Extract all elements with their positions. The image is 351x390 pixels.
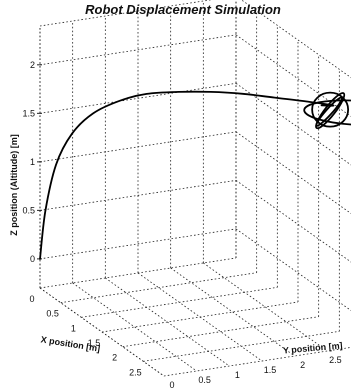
grid-line-wall-xz-h — [235, 34, 351, 117]
grid-line-floor-y — [170, 267, 295, 357]
x-tick-label: 1.5 — [88, 338, 101, 348]
y-tick-label: 1 — [235, 370, 240, 380]
grid-line-floor-x — [60, 272, 257, 304]
grid-line-wall-xz-h — [235, 180, 351, 263]
y-tick-label: 2 — [300, 360, 305, 370]
z-tick-label: 0 — [30, 254, 35, 264]
x-axis-line — [39, 287, 165, 377]
top-edge-left — [39, 0, 213, 27]
z-axis-label: Z position (Altitude) [m] — [9, 134, 19, 235]
y-axis-label: Y position [m] — [282, 340, 342, 355]
grid-line-wall-yz-h — [39, 131, 237, 163]
grid-line-wall-yz-h — [39, 82, 237, 114]
hover-loop-narrow — [315, 92, 346, 130]
hover-loop-narrow-inner — [315, 96, 343, 127]
y-axis-line — [163, 346, 351, 377]
axes-box — [39, 0, 351, 377]
grid-line-wall-xz-h — [235, 228, 351, 311]
x-tick-label: 0.5 — [46, 309, 59, 319]
grid-line-wall-yz-h — [39, 34, 237, 66]
x-tick-label: 0 — [29, 294, 34, 304]
y-tick-label: 0 — [169, 380, 174, 390]
grid-line-floor-y — [137, 272, 263, 362]
y-tick-label: 0.5 — [198, 375, 211, 385]
grid-line-floor-x — [122, 316, 319, 348]
grid-line-wall-xz-h — [235, 131, 351, 214]
hover-loop-circle — [311, 91, 350, 128]
z-tick-label: 1.5 — [22, 108, 35, 118]
tick-layer: 0 0.5 1 1.5 2 0 0.5 1 1.5 2 2.5 0 0.5 1 1.5 2 2.5 — [22, 60, 341, 390]
grid-line-wall-xz-h — [235, 83, 351, 166]
z-tick-label: 0.5 — [22, 205, 35, 215]
series-trajectory-line — [39, 90, 335, 260]
series-layer — [39, 90, 351, 260]
x-tick-label: 1 — [71, 323, 76, 333]
z-tick-label: 1 — [30, 157, 35, 167]
x-tick-label: 2 — [112, 353, 117, 363]
grid-line-floor-y — [203, 262, 328, 352]
y-tick-label: 1.5 — [264, 365, 277, 375]
z-tick-label: 2 — [30, 60, 35, 70]
grid-line-floor-y — [105, 277, 230, 367]
chart-title: Robot Displacement Simulation — [85, 2, 281, 17]
hover-loop-large — [303, 99, 351, 126]
grid-layer — [39, 0, 351, 377]
top-edge-right — [240, 0, 351, 79]
y-tick-label: 2.5 — [329, 355, 342, 365]
x-tick-label: 2.5 — [129, 367, 142, 377]
grid-line-wall-yz-h — [39, 179, 237, 211]
grid-line-wall-yz-h — [39, 228, 237, 260]
grid-line-floor-y — [72, 282, 197, 372]
